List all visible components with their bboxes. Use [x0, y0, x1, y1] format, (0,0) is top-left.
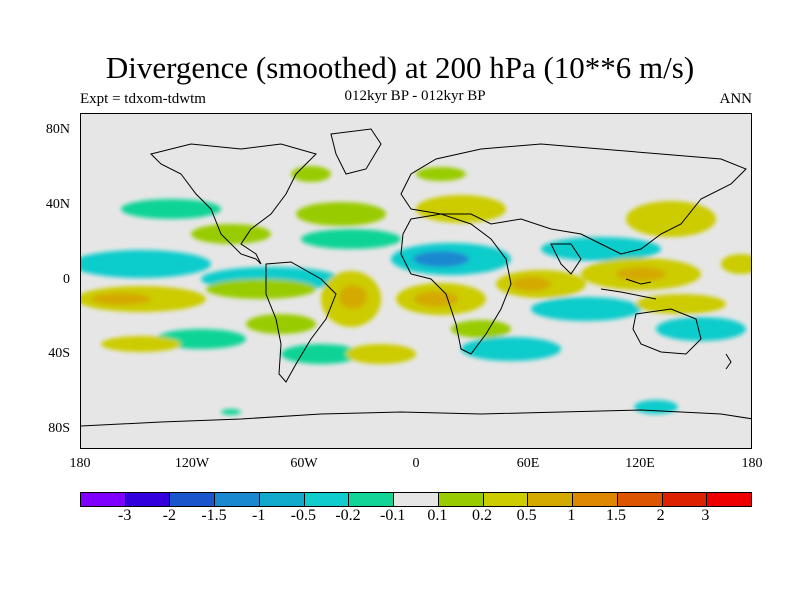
colorbar-label: -3 — [117, 507, 132, 524]
colorbar-label: 0.5 — [516, 507, 537, 524]
colorbar-swatch — [573, 493, 618, 506]
colorbar-swatch — [483, 493, 529, 506]
colorbar-swatch — [304, 493, 350, 506]
experiment-label: Expt = tdxom-tdwtm — [80, 91, 206, 107]
y-tick-label: 40N — [45, 197, 70, 212]
coastlines — [81, 128, 751, 427]
x-tick-label: 0 — [412, 456, 420, 471]
y-tick-label: 40S — [48, 346, 70, 361]
colorbar-label: 0.2 — [472, 507, 492, 524]
colorbar-swatch — [438, 493, 484, 506]
colorbar-label: 1 — [567, 507, 576, 524]
colorbar-label: -0.1 — [379, 507, 406, 524]
colorbar-swatch — [81, 493, 126, 506]
colorbar-swatch — [394, 493, 439, 506]
x-tick-label: 60E — [516, 456, 540, 471]
colorbar-label: 1.5 — [606, 507, 626, 524]
colorbar-swatch — [259, 493, 305, 506]
colorbar-swatch — [528, 493, 574, 506]
period-label: 012kyr BP - 012kyr BP — [344, 88, 486, 104]
y-tick-label: 80N — [45, 122, 70, 137]
y-tick-label: 0 — [63, 272, 70, 287]
divergence-contours — [81, 166, 751, 415]
colorbar-swatch — [170, 493, 216, 506]
colorbar-swatch — [707, 493, 752, 506]
colorbar-label: 2 — [656, 507, 665, 524]
colorbar-swatch — [349, 493, 395, 506]
map-panel — [80, 113, 752, 449]
divergence-field — [81, 128, 751, 427]
colorbar-swatch — [215, 493, 260, 506]
colorbar-swatch — [125, 493, 171, 506]
colorbar-label: -0.2 — [335, 507, 361, 524]
x-tick-label: 180 — [69, 456, 91, 471]
x-tick-label: 60W — [290, 456, 318, 471]
season-label: ANN — [719, 91, 753, 107]
colorbar-label: -1 — [251, 507, 266, 524]
plot-title: Divergence (smoothed) at 200 hPa (10**6 … — [105, 50, 695, 85]
x-tick-label: 120W — [174, 456, 210, 471]
colorbar-swatch — [662, 493, 708, 506]
x-tick-label: 180 — [741, 456, 763, 471]
colorbar-label: -1.5 — [201, 507, 227, 524]
y-tick-label: 80S — [48, 421, 70, 436]
colorbar-swatch — [617, 493, 663, 506]
colorbar — [80, 492, 752, 507]
x-tick-label: 120E — [625, 456, 655, 471]
colorbar-label: 3 — [701, 507, 710, 524]
colorbar-label: -0.5 — [290, 507, 316, 524]
colorbar-label: -2 — [162, 507, 176, 524]
colorbar-label: 0.1 — [427, 507, 448, 524]
